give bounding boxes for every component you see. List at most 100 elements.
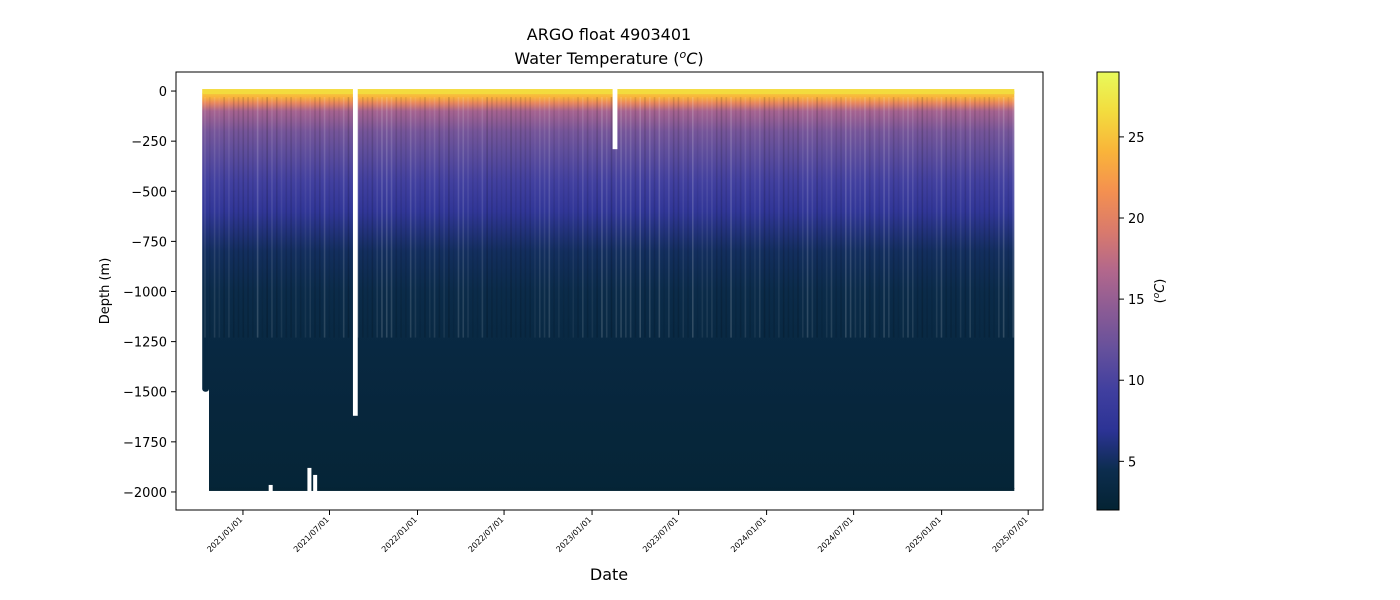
- profile-stripe: [223, 97, 225, 338]
- profile-stripe: [835, 97, 838, 338]
- profile-stripe: [801, 97, 804, 338]
- profile-stripe: [280, 97, 283, 338]
- profile-stripe: [758, 97, 761, 338]
- profile-stripe: [309, 97, 312, 338]
- profile-stripe: [558, 97, 560, 338]
- shallow-profile-notch: [313, 474, 318, 493]
- profile-stripe: [978, 97, 981, 338]
- profile-stripe: [362, 97, 364, 338]
- x-axis-label: Date: [590, 565, 628, 584]
- profile-stripe: [663, 97, 665, 338]
- profile-stripe: [911, 97, 914, 338]
- colorbar-tick-label: 20: [1128, 212, 1145, 227]
- profile-stripe: [739, 97, 742, 338]
- profile-stripe: [323, 97, 326, 338]
- bottom-row: [208, 487, 1015, 491]
- profile-stripe: [481, 97, 484, 338]
- shallow-profile-notch: [268, 484, 273, 493]
- profile-stripe: [534, 97, 536, 338]
- profile-stripe: [715, 97, 718, 338]
- profile-stripe: [347, 97, 350, 338]
- profile-stripe: [357, 97, 359, 338]
- profile-stripe: [902, 97, 905, 338]
- profile-stripe: [916, 97, 919, 338]
- profile-stripe: [271, 97, 273, 338]
- profile-stripe: [414, 97, 417, 338]
- profile-stripe: [524, 97, 527, 338]
- profile-stripe: [543, 97, 546, 338]
- profile-stripe: [452, 97, 455, 338]
- profile-stripe: [653, 97, 656, 338]
- profile-stripe: [328, 97, 331, 338]
- profile-stripe: [935, 97, 938, 338]
- profile-stripe: [888, 97, 890, 338]
- profile-stripe: [749, 97, 751, 338]
- profile-stripe: [572, 97, 575, 338]
- profile-stripe: [342, 97, 345, 338]
- profile-stripe: [582, 97, 584, 338]
- x-tick-label: 2023/07/01: [641, 515, 680, 554]
- profile-stripe: [682, 97, 685, 338]
- colorbar-tick-label: 15: [1128, 293, 1145, 308]
- profile-stripe: [601, 97, 603, 338]
- profile-stripe: [409, 97, 412, 338]
- chart-subtitle: Water Temperature (oC): [514, 48, 703, 68]
- profile-stripe: [687, 97, 689, 338]
- profile-stripe: [318, 97, 321, 338]
- profile-stripe: [472, 97, 474, 338]
- profile-stripe: [213, 97, 216, 338]
- profile-stripe: [897, 97, 900, 338]
- profile-stripe: [424, 97, 426, 338]
- profile-stripe: [476, 97, 479, 338]
- profile-stripe: [237, 97, 240, 338]
- x-tick-label: 2022/01/01: [380, 515, 419, 554]
- profile-stripe: [204, 97, 206, 338]
- profile-stripe: [668, 97, 670, 338]
- profile-stripe: [586, 97, 589, 338]
- profile-stripe: [873, 97, 876, 338]
- profile-stripe: [797, 97, 799, 338]
- profile-stripe: [295, 97, 297, 338]
- profile-stripe: [385, 97, 388, 338]
- profile-stripe: [940, 97, 943, 338]
- profile-stripe: [261, 97, 264, 338]
- profile-stripe: [964, 97, 967, 338]
- profile-stripe: [376, 97, 378, 338]
- profile-stripe: [773, 97, 775, 338]
- profile-stripe: [314, 97, 316, 338]
- profile-stripe: [285, 97, 288, 338]
- profile-stripe: [806, 97, 809, 338]
- shallow-profile-notch: [307, 467, 312, 493]
- profile-stripe: [811, 97, 814, 338]
- profile-stripe: [720, 97, 723, 338]
- profile-stripe: [691, 97, 694, 338]
- profile-stripe: [672, 97, 675, 338]
- profile-stripe: [371, 97, 374, 338]
- profile-stripe: [562, 97, 565, 338]
- profile-stripe: [338, 97, 340, 338]
- profile-stripe: [730, 97, 732, 338]
- profile-stripe: [849, 97, 852, 338]
- profile-stripe: [605, 97, 608, 338]
- profile-stripe: [433, 97, 436, 338]
- profile-stripe: [400, 97, 402, 338]
- profile-stripe: [998, 97, 1000, 338]
- y-tick-label: −1000: [123, 286, 167, 301]
- data-gap: [612, 87, 618, 150]
- profile-stripe: [462, 97, 465, 338]
- profile-stripe: [500, 97, 503, 338]
- profile-stripe: [993, 97, 995, 338]
- y-tick-label: −750: [131, 235, 167, 250]
- profile-stripe: [644, 97, 646, 338]
- y-tick-label: −250: [131, 135, 167, 150]
- colorbar-tick-label: 25: [1128, 131, 1145, 146]
- profile-stripe: [333, 97, 335, 338]
- y-axis: 0 −250 −500 −750 −1000 −1250 −1500 −1750 −2000: [123, 85, 176, 501]
- x-tick-label: 2024/01/01: [729, 515, 768, 554]
- profile-stripe: [859, 97, 861, 338]
- profile-stripe: [816, 97, 818, 338]
- profile-stripe: [792, 97, 795, 338]
- profile-stripe: [208, 97, 211, 338]
- colorbar-tick-label: 10: [1128, 374, 1145, 389]
- profile-stripe: [577, 97, 579, 338]
